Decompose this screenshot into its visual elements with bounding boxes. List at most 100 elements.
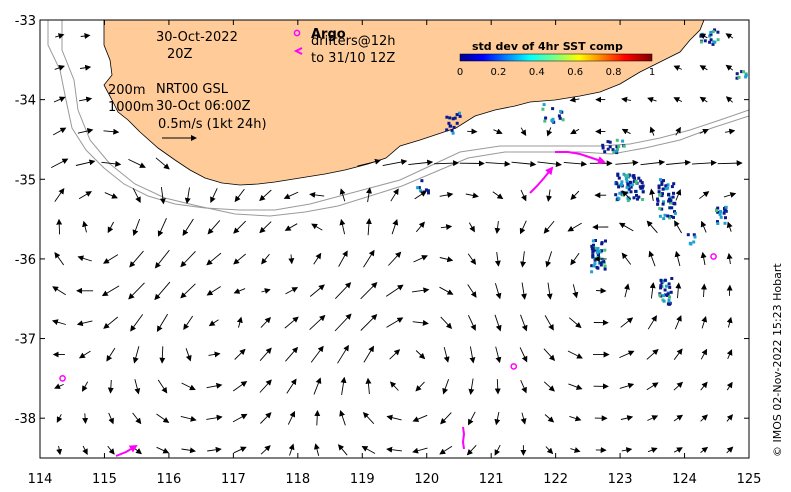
current-vector xyxy=(54,187,65,202)
current-vector xyxy=(288,254,295,265)
current-vector xyxy=(699,33,708,40)
current-vector xyxy=(544,414,555,423)
current-vector xyxy=(673,414,684,422)
sst-pixel xyxy=(633,176,636,180)
y-tick-label: -37 xyxy=(15,333,36,348)
x-tick-label: 120 xyxy=(414,472,439,487)
current-vector xyxy=(570,128,580,135)
sst-pixel xyxy=(618,191,622,195)
sst-pixel xyxy=(641,198,645,201)
current-vector xyxy=(101,160,122,167)
current-vector xyxy=(313,252,322,265)
current-vector xyxy=(726,221,733,232)
sst-pixel xyxy=(723,208,727,212)
sst-pixel xyxy=(595,265,599,269)
current-vector xyxy=(412,447,428,454)
current-vector xyxy=(699,65,708,71)
current-vector xyxy=(415,221,425,233)
sst-pixel xyxy=(606,147,610,151)
sst-pixel xyxy=(625,180,629,183)
current-vector xyxy=(182,218,194,236)
current-vector xyxy=(570,252,580,266)
sst-pixel xyxy=(670,277,674,280)
sst-pixel xyxy=(744,73,748,77)
current-vector xyxy=(56,445,63,456)
current-vector xyxy=(415,350,426,360)
current-vector xyxy=(78,350,91,359)
sst-pixel xyxy=(420,179,424,183)
current-vector xyxy=(467,284,477,298)
sst-pixel xyxy=(686,233,690,237)
current-vector xyxy=(412,319,429,326)
current-vector xyxy=(339,188,346,202)
sst-pixel xyxy=(450,129,454,133)
x-tick-label: 116 xyxy=(156,472,181,487)
current-vector xyxy=(544,315,554,331)
current-vector xyxy=(546,282,553,300)
current-vector xyxy=(543,348,556,362)
sst-pixel xyxy=(663,213,667,217)
current-vector xyxy=(674,220,682,234)
current-vector xyxy=(390,188,399,202)
sst-pixel xyxy=(667,282,671,286)
current-vector xyxy=(287,410,296,425)
current-vector xyxy=(649,126,656,136)
depth-1000-label: 1000m xyxy=(108,100,154,115)
sst-pixel xyxy=(716,210,720,214)
argo-legend-label: Argo xyxy=(311,27,346,42)
sst-pixel xyxy=(614,149,618,153)
current-vector xyxy=(520,251,527,268)
sst-pixel xyxy=(661,279,665,283)
current-vector xyxy=(415,381,425,392)
current-vector xyxy=(572,284,579,299)
current-vector xyxy=(284,316,299,329)
x-tick-label: 115 xyxy=(92,472,117,487)
sst-pixel xyxy=(637,176,641,180)
sst-pixel xyxy=(693,235,697,239)
current-vector xyxy=(334,282,352,300)
sst-pixel xyxy=(638,185,642,189)
sst-pixel xyxy=(615,138,619,142)
sst-pixel xyxy=(616,173,620,177)
current-vector xyxy=(412,414,428,422)
current-vector xyxy=(412,287,430,294)
sst-pixel xyxy=(662,294,665,298)
current-vector xyxy=(439,191,454,198)
current-vector xyxy=(673,348,683,360)
current-vector xyxy=(107,379,114,394)
current-vector xyxy=(360,281,378,300)
current-vector xyxy=(467,253,477,265)
x-tick-label: 124 xyxy=(672,472,697,487)
current-vector xyxy=(439,256,454,263)
sst-pixel xyxy=(592,243,595,247)
sst-pixel xyxy=(617,185,621,189)
current-vector xyxy=(361,446,376,454)
current-vector xyxy=(620,317,634,328)
sst-pixel xyxy=(416,186,420,190)
current-vector xyxy=(386,446,402,453)
current-vector xyxy=(621,252,632,265)
current-vector xyxy=(128,158,146,168)
current-vector xyxy=(466,444,477,456)
current-vector xyxy=(567,350,583,359)
sst-pixel xyxy=(626,199,630,203)
sst-pixel xyxy=(551,107,555,111)
sst-pixel xyxy=(662,200,665,204)
current-vector xyxy=(208,319,219,327)
current-vector xyxy=(185,348,192,362)
current-vector xyxy=(285,346,299,362)
current-vector xyxy=(130,314,144,332)
current-vector xyxy=(52,127,67,136)
current-vector xyxy=(440,412,452,425)
current-vector xyxy=(570,190,580,201)
sst-pixel xyxy=(596,247,600,250)
current-vector xyxy=(82,445,88,455)
colorbar xyxy=(459,53,653,62)
sst-pixel xyxy=(611,148,615,152)
current-vectors xyxy=(50,33,743,457)
current-vector xyxy=(129,250,144,268)
current-vector xyxy=(80,64,92,71)
sst-pixel xyxy=(667,197,671,201)
current-vector xyxy=(180,250,196,268)
sst-pixel xyxy=(735,72,739,76)
